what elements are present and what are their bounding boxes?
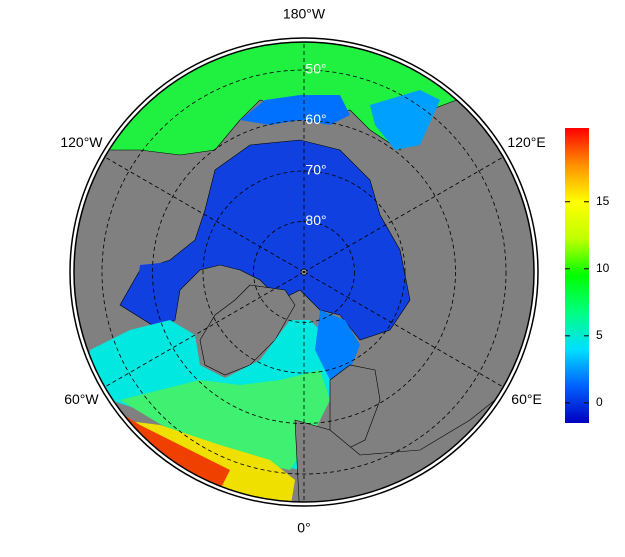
- colorbar-tick-label: 15: [596, 194, 610, 208]
- colorbar-tick-label: 5: [596, 328, 603, 342]
- latitude-line: [202, 170, 406, 374]
- longitude-label: 0°: [297, 520, 310, 536]
- map-border: [73, 41, 535, 503]
- longitude-label: 120°E: [507, 134, 545, 150]
- latitude-label: 80°: [305, 212, 326, 228]
- latitude-label: 60°: [305, 111, 326, 127]
- longitude-label: 60°E: [511, 391, 542, 407]
- colorbar: [565, 128, 589, 423]
- latitude-line: [152, 120, 456, 424]
- okhotsk-sea: [370, 90, 440, 150]
- longitude-label: 180°W: [283, 6, 326, 22]
- latitude-label: 50°: [305, 61, 326, 77]
- greenland: [199, 284, 296, 376]
- hudson-bay: [135, 262, 175, 305]
- bering-sea: [240, 95, 350, 125]
- meridian-line: [303, 271, 504, 388]
- meridian-line: [104, 156, 305, 273]
- longitude-label: 120°W: [60, 134, 103, 150]
- colorbar-tick-label: 10: [596, 261, 610, 275]
- colorbar-tick-label: 0: [596, 395, 603, 409]
- north-atlantic-green: [120, 370, 330, 470]
- map-frame: [69, 37, 539, 507]
- meridian-line: [104, 271, 305, 388]
- meridian-line: [303, 156, 504, 273]
- latitude-label: 70°: [305, 162, 326, 178]
- longitude-label: 60°W: [64, 391, 99, 407]
- latitude-line: [101, 69, 507, 475]
